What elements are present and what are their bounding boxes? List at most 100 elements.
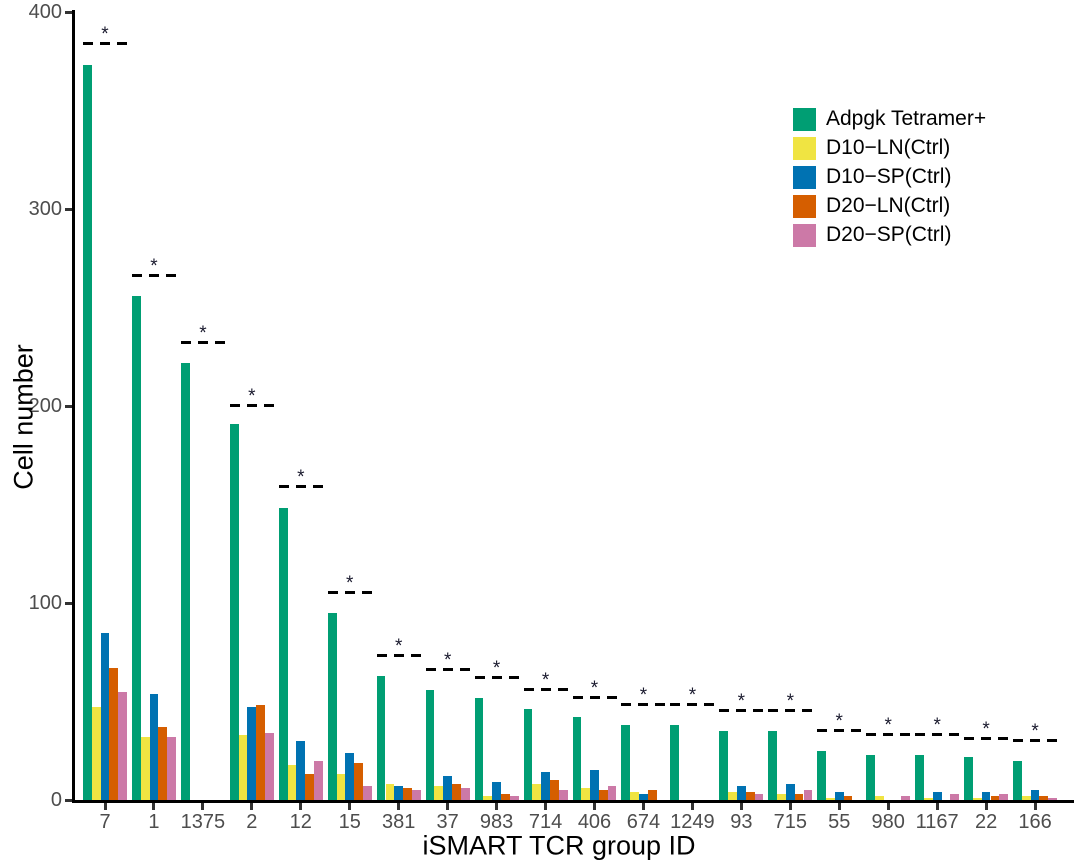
x-axis-tick (544, 803, 548, 810)
bar-d10-ln-ctrl- (287, 764, 297, 800)
bar-adpgk-tetramer+ (474, 697, 484, 800)
bar-d10-sp-ctrl- (785, 784, 795, 800)
y-axis-tick-label: 100 (28, 592, 62, 614)
bar-d10-sp-ctrl- (443, 776, 453, 800)
legend-item: D20−SP(Ctrl) (793, 223, 986, 247)
significance-dashed-line (425, 668, 470, 671)
bar-d20-ln-ctrl- (403, 788, 412, 800)
bar-adpgk-tetramer+ (817, 750, 827, 800)
bar-d10-ln-ctrl- (630, 792, 640, 800)
x-axis-tick (201, 803, 205, 810)
bar-adpgk-tetramer+ (915, 754, 924, 800)
bar-d10-ln-ctrl- (385, 784, 395, 800)
bar-d10-sp-ctrl- (590, 770, 599, 800)
bar-adpgk-tetramer+ (768, 731, 778, 800)
bar-d20-sp-ctrl- (460, 788, 470, 800)
x-axis-tick-label: 12 (289, 811, 312, 833)
bar-d10-sp-ctrl- (247, 707, 257, 800)
bar-d10-ln-ctrl- (238, 734, 248, 800)
bar-d20-ln-ctrl- (843, 796, 853, 800)
legend-item: D20−LN(Ctrl) (793, 194, 986, 218)
legend-swatch-icon (793, 165, 816, 189)
bar-d10-sp-ctrl- (394, 786, 404, 800)
bar-d10-sp-ctrl- (541, 772, 550, 800)
legend-swatch-icon (793, 223, 816, 247)
x-axis-tick (299, 803, 303, 810)
x-axis-title: iSMART TCR group ID (422, 830, 696, 861)
x-axis-tick-label: 980 (871, 811, 905, 833)
bar-d20-ln-ctrl- (647, 790, 657, 800)
bar-d20-ln-ctrl- (109, 668, 119, 800)
x-axis-line (72, 800, 1074, 803)
x-axis-tick (103, 803, 107, 810)
x-axis-tick (788, 803, 792, 810)
significance-dashed-line (719, 709, 764, 713)
bar-d20-sp-ctrl- (558, 790, 568, 800)
x-axis-tick (641, 803, 645, 810)
significance-asterisk: * (492, 657, 501, 679)
bar-d20-sp-ctrl- (950, 794, 960, 800)
significance-asterisk: * (590, 677, 599, 699)
bar-d10-ln-ctrl- (91, 707, 101, 800)
y-axis-tick-label: 300 (28, 198, 62, 220)
x-axis-tick-label: 1167 (915, 811, 959, 833)
x-axis-tick-label: 714 (528, 811, 563, 833)
x-axis-tick (886, 803, 890, 810)
bar-d10-sp-ctrl- (639, 794, 648, 800)
bar-d20-sp-ctrl- (362, 786, 372, 800)
significance-dashed-line (964, 736, 1009, 740)
significance-asterisk: * (933, 715, 941, 737)
significance-asterisk: * (1031, 720, 1039, 742)
x-axis-tick-label: 166 (1018, 811, 1052, 833)
x-axis-tick-label: 7 (99, 811, 111, 833)
x-axis-tick (152, 803, 156, 810)
significance-dashed-line (866, 733, 911, 737)
x-axis-tick (250, 803, 254, 810)
bar-d10-ln-ctrl- (972, 798, 982, 800)
significance-asterisk: * (199, 322, 207, 344)
x-axis-tick (837, 803, 841, 810)
x-axis-tick (935, 803, 939, 810)
x-axis-tick-label: 406 (577, 811, 612, 833)
bar-d10-sp-ctrl- (932, 792, 942, 800)
significance-dashed-line (621, 703, 666, 707)
bar-adpgk-tetramer+ (866, 754, 875, 800)
significance-asterisk: * (297, 466, 305, 488)
x-axis-tick-label: 2 (246, 811, 258, 833)
x-axis-tick-label: 93 (730, 811, 753, 833)
bar-d20-sp-ctrl- (167, 736, 176, 800)
x-axis-tick (446, 803, 450, 810)
significance-dashed-line (327, 591, 372, 595)
bar-d10-ln-ctrl- (336, 774, 346, 800)
bar-adpgk-tetramer+ (131, 295, 141, 800)
significance-dashed-line (572, 695, 617, 699)
x-axis-tick (593, 803, 596, 810)
x-axis-tick-label: 381 (382, 811, 416, 833)
bar-d20-ln-ctrl- (305, 774, 314, 800)
x-axis-tick-label: 1 (148, 811, 160, 833)
bar-adpgk-tetramer+ (229, 423, 239, 800)
bar-d10-ln-ctrl- (581, 788, 591, 800)
significance-asterisk: * (443, 650, 452, 671)
bar-d10-ln-ctrl- (140, 736, 150, 800)
bar-d20-sp-ctrl- (803, 790, 813, 800)
x-axis-tick-label: 674 (626, 811, 661, 833)
bar-d10-sp-ctrl- (736, 786, 746, 800)
significance-asterisk: * (737, 691, 746, 713)
bar-d20-sp-ctrl- (901, 796, 911, 800)
bar-adpgk-tetramer+ (83, 65, 92, 800)
y-axis-tick (65, 799, 72, 802)
bar-d20-ln-ctrl- (256, 705, 266, 800)
significance-dashed-line (180, 340, 225, 344)
bar-d10-ln-ctrl- (923, 798, 933, 800)
bar-d20-ln-ctrl- (598, 790, 608, 800)
significance-asterisk: * (150, 256, 158, 277)
bar-d10-sp-ctrl- (492, 782, 501, 800)
legend-item: D10−LN(Ctrl) (793, 136, 986, 160)
bar-d10-sp-ctrl- (834, 792, 844, 800)
bar-d10-ln-ctrl- (483, 796, 493, 800)
y-axis-title: Cell number (8, 344, 39, 490)
x-axis-tick (397, 803, 401, 810)
bar-d10-sp-ctrl- (100, 632, 110, 800)
